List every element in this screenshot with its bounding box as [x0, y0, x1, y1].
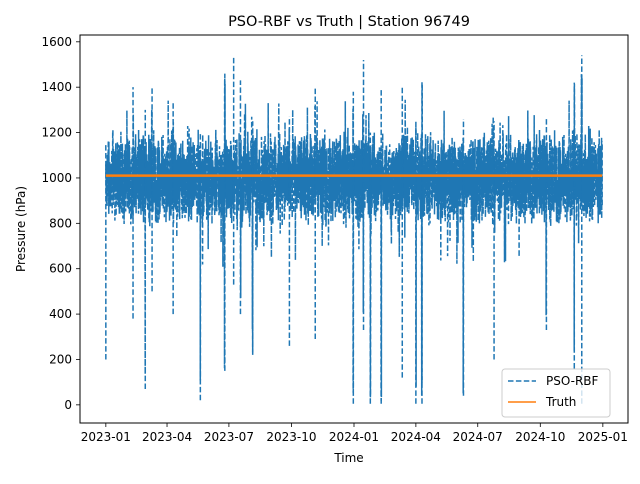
y-tick-label: 800	[49, 216, 72, 230]
x-tick-label: 2025-01	[578, 430, 628, 444]
y-tick-label: 1000	[41, 171, 72, 185]
y-tick-label: 400	[49, 307, 72, 321]
y-tick-label: 0	[64, 398, 72, 412]
y-axis-label: Pressure (hPa)	[14, 186, 28, 272]
legend-label-truth: Truth	[545, 395, 576, 409]
plot-area	[105, 55, 603, 404]
y-tick-label: 1600	[41, 35, 72, 49]
x-axis: 2023-01 2023-04 2023-07 2023-10 2024-01 2024-…	[81, 423, 628, 444]
x-tick-label: 2024-04	[391, 430, 441, 444]
x-tick-label: 2024-01	[329, 430, 379, 444]
x-axis-label: Time	[333, 451, 363, 465]
x-tick-label: 2023-07	[204, 430, 254, 444]
y-tick-label: 1200	[41, 126, 72, 140]
x-tick-label: 2024-10	[515, 430, 565, 444]
x-tick-label: 2023-01	[81, 430, 131, 444]
x-tick-label: 2023-04	[142, 430, 192, 444]
y-tick-label: 600	[49, 262, 72, 276]
y-tick-label: 200	[49, 352, 72, 366]
y-tick-label: 1400	[41, 80, 72, 94]
series-layer	[105, 55, 603, 404]
chart-title: PSO-RBF vs Truth | Station 96749	[228, 14, 470, 30]
legend-label-pso-rbf: PSO-RBF	[546, 374, 599, 388]
x-tick-label: 2024-07	[453, 430, 503, 444]
legend: PSO-RBF Truth	[501, 368, 611, 418]
y-axis: 0 200 400 600 800 1000 1200 1400 1600	[41, 35, 80, 412]
x-tick-label: 2023-10	[266, 430, 316, 444]
